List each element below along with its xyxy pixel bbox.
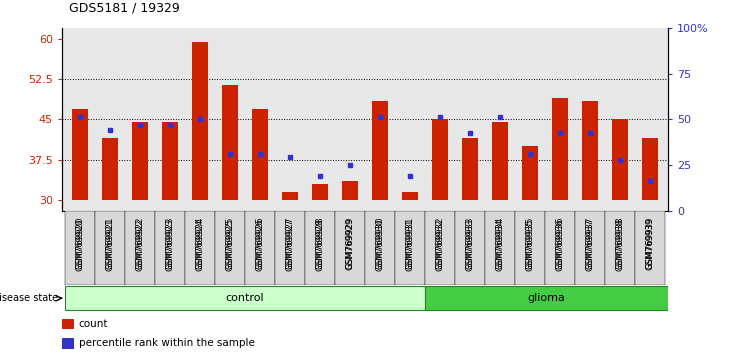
Text: GSM769921: GSM769921 [106,217,115,269]
Bar [185,211,215,285]
Text: GSM769930: GSM769930 [375,218,385,270]
Text: GSM769927: GSM769927 [285,217,294,269]
Text: GSM769936: GSM769936 [556,218,564,270]
Text: GSM769928: GSM769928 [315,217,325,269]
Text: GSM769932: GSM769932 [436,218,445,270]
Bar [155,211,185,285]
Bar [65,286,425,310]
Bar [492,122,508,200]
Text: GSM769936: GSM769936 [556,217,564,269]
Text: GSM769934: GSM769934 [496,218,504,270]
Text: count: count [79,319,108,329]
Text: GSM769931: GSM769931 [405,217,415,269]
Text: GDS5181 / 19329: GDS5181 / 19329 [69,1,180,14]
Text: GSM769932: GSM769932 [436,217,445,269]
Bar [275,211,305,285]
Text: GSM769923: GSM769923 [166,217,174,269]
Text: GSM769935: GSM769935 [526,217,534,269]
Text: GSM769937: GSM769937 [585,218,594,270]
Text: GSM769939: GSM769939 [645,218,655,270]
Text: GSM769928: GSM769928 [315,218,325,270]
Text: GSM769921: GSM769921 [106,218,115,270]
Text: GSM769925: GSM769925 [226,218,234,270]
Bar [635,211,665,285]
Text: GSM769939: GSM769939 [645,217,655,269]
Bar [575,211,605,285]
Text: glioma: glioma [528,293,566,303]
Bar [515,211,545,285]
Bar [95,211,125,285]
Bar [395,211,425,285]
Bar [402,192,418,200]
Bar [485,211,515,285]
Text: GSM769924: GSM769924 [196,217,204,269]
Text: GSM769934: GSM769934 [496,217,504,269]
Bar [282,192,299,200]
Text: GSM769938: GSM769938 [615,218,624,270]
Bar [72,109,88,200]
Text: GSM769933: GSM769933 [466,217,474,269]
Text: GSM769920: GSM769920 [75,217,85,269]
Bar [552,98,568,200]
Text: GSM769922: GSM769922 [136,218,145,270]
Bar [245,211,275,285]
Text: GSM769930: GSM769930 [375,217,385,269]
Text: GSM769929: GSM769929 [345,217,355,269]
Text: GSM769933: GSM769933 [466,218,474,270]
Bar [192,42,208,200]
Text: GSM769935: GSM769935 [526,218,534,270]
Bar [342,181,358,200]
Bar [312,184,328,200]
Text: GSM769926: GSM769926 [255,218,264,270]
Bar [101,138,118,200]
Bar [305,211,335,285]
Text: GSM769929: GSM769929 [345,218,355,270]
Text: GSM769923: GSM769923 [166,218,174,270]
Bar [605,211,635,285]
Text: GSM769926: GSM769926 [255,217,264,269]
Text: GSM769920: GSM769920 [75,218,85,270]
Bar [222,85,238,200]
Bar [365,211,395,285]
Text: GSM769938: GSM769938 [615,217,624,269]
Bar [62,338,74,349]
Bar [612,119,629,200]
Bar [252,109,268,200]
Bar [545,211,575,285]
Bar [522,146,538,200]
Bar [462,138,478,200]
Bar [62,319,74,329]
Text: GSM769922: GSM769922 [136,217,145,269]
Bar [335,211,365,285]
Bar [372,101,388,200]
Bar [642,138,658,200]
Bar [132,122,148,200]
Bar [215,211,245,285]
Bar [455,211,485,285]
Text: GSM769924: GSM769924 [196,218,204,270]
Bar [431,119,448,200]
Text: GSM769931: GSM769931 [405,218,415,270]
Bar [425,286,668,310]
Bar [582,101,598,200]
Bar [425,211,455,285]
Bar [162,122,178,200]
Text: GSM769927: GSM769927 [285,218,294,270]
Text: control: control [226,293,264,303]
Text: disease state: disease state [0,293,58,303]
Bar [65,211,95,285]
Text: GSM769925: GSM769925 [226,217,234,269]
Bar [125,211,155,285]
Text: GSM769937: GSM769937 [585,217,594,269]
Text: percentile rank within the sample: percentile rank within the sample [79,338,255,348]
